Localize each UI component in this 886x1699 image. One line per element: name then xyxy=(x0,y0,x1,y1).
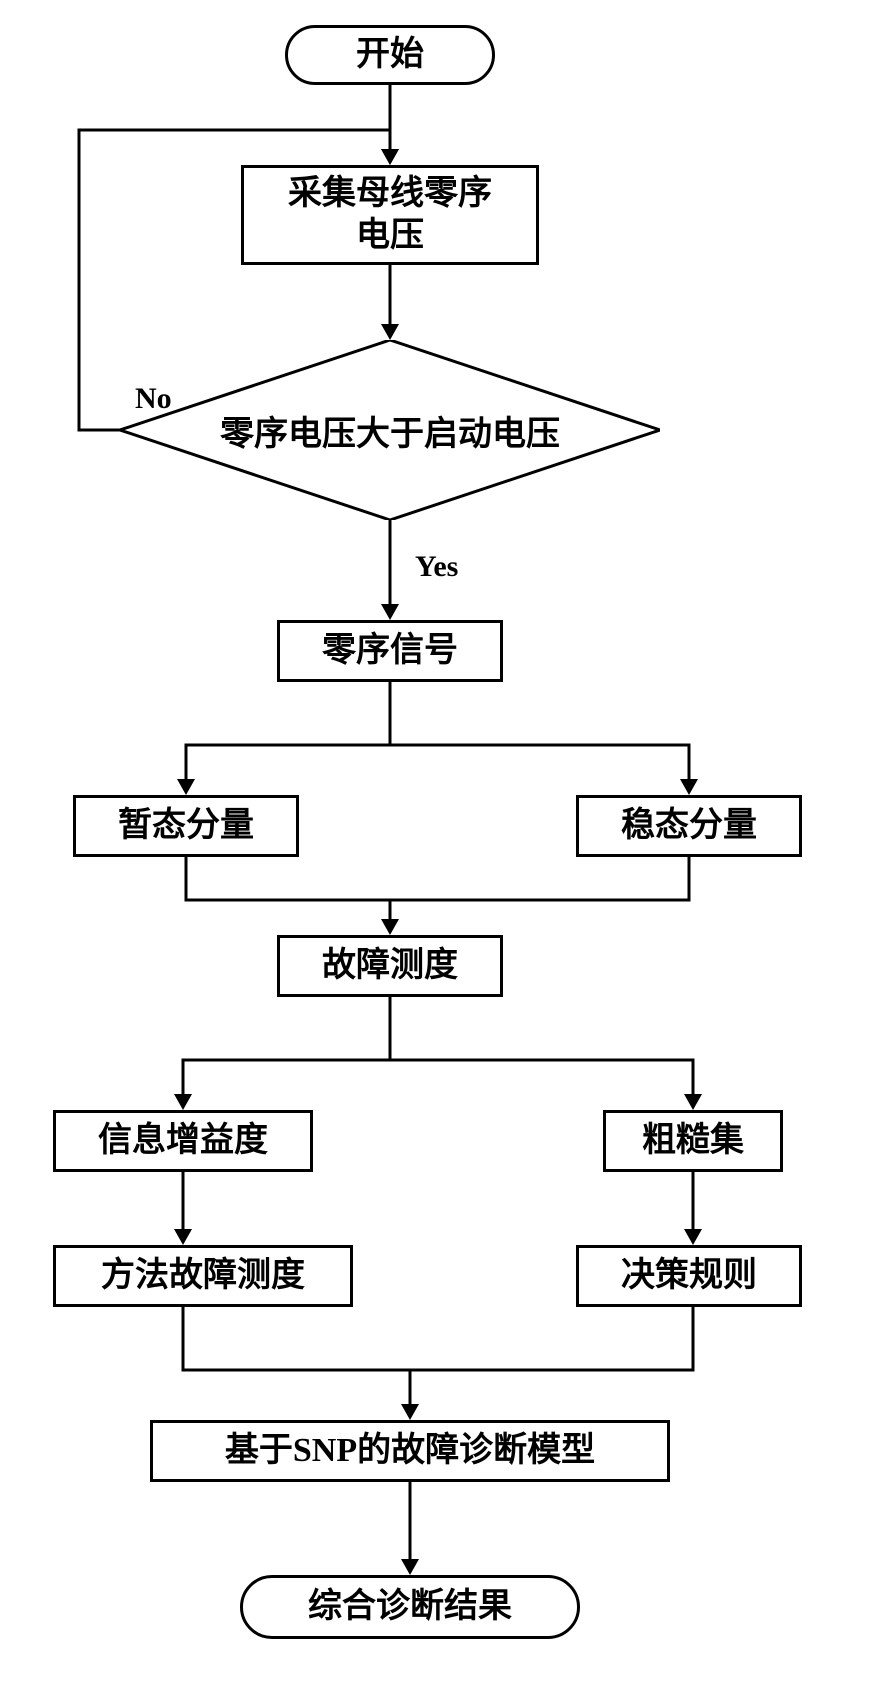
node-label-result: 综合诊断结果 xyxy=(308,1586,512,1629)
node-label-zero_signal: 零序信号 xyxy=(322,630,458,673)
node-rough_set: 粗糙集 xyxy=(603,1110,783,1172)
node-steady: 稳态分量 xyxy=(576,795,802,857)
node-label-rough_set: 粗糙集 xyxy=(642,1120,744,1163)
node-fault_meas: 故障测度 xyxy=(277,935,503,997)
node-label-steady: 稳态分量 xyxy=(621,805,757,848)
node-transient: 暂态分量 xyxy=(73,795,299,857)
node-label-info_gain: 信息增益度 xyxy=(98,1120,268,1163)
node-decision_rule: 决策规则 xyxy=(576,1245,802,1307)
node-snp_model: 基于SNP的故障诊断模型 xyxy=(150,1420,670,1482)
node-info_gain: 信息增益度 xyxy=(53,1110,313,1172)
node-label-collect: 采集母线零序 电压 xyxy=(288,173,492,258)
node-collect: 采集母线零序 电压 xyxy=(241,165,539,265)
node-label-transient: 暂态分量 xyxy=(118,805,254,848)
edge-label-no: No xyxy=(135,382,172,416)
edge-label-yes: Yes xyxy=(415,550,458,584)
node-result: 综合诊断结果 xyxy=(240,1575,580,1639)
node-label-decision_rule: 决策规则 xyxy=(621,1255,757,1298)
node-zero_signal: 零序信号 xyxy=(277,620,503,682)
node-label-start: 开始 xyxy=(356,34,424,77)
node-label-decision: 零序电压大于启动电压 xyxy=(120,406,660,455)
node-label-fault_meas: 故障测度 xyxy=(322,945,458,988)
node-decision: 零序电压大于启动电压 xyxy=(120,340,660,520)
node-method_fm: 方法故障测度 xyxy=(53,1245,353,1307)
node-label-method_fm: 方法故障测度 xyxy=(101,1255,305,1298)
flowchart-canvas: 开始采集母线零序 电压零序电压大于启动电压零序信号暂态分量 稳态分量故障测度信息增… xyxy=(0,0,886,1699)
node-label-snp_model: 基于SNP的故障诊断模型 xyxy=(225,1430,595,1473)
node-start: 开始 xyxy=(285,25,495,85)
